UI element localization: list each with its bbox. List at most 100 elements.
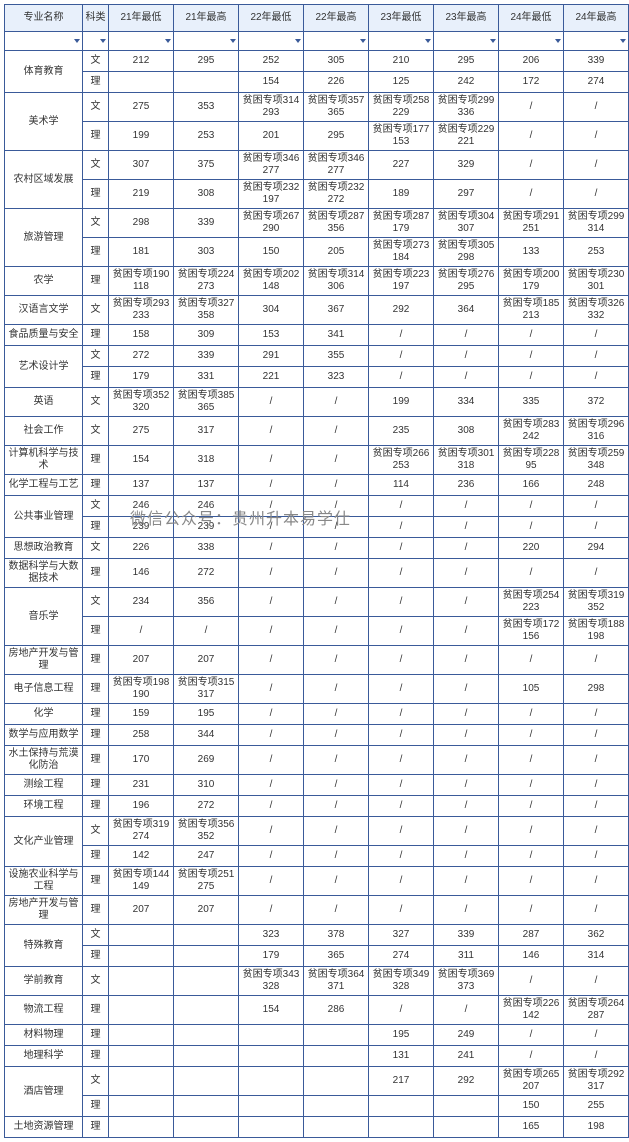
cell-value xyxy=(109,967,174,996)
cell-value: / xyxy=(369,704,434,725)
cell-value: 贫困专项349328 xyxy=(369,967,434,996)
cell-value: / xyxy=(564,496,629,517)
cell-major: 体育教育 xyxy=(5,51,83,93)
cell-value xyxy=(434,1117,499,1138)
cell-value: 贫困专项287356 xyxy=(304,209,369,238)
cell-value: 170 xyxy=(109,746,174,775)
filter-cell[interactable] xyxy=(239,32,304,51)
cell-value: 246 xyxy=(174,496,239,517)
cell-value: 154 xyxy=(109,446,174,475)
cell-value: 253 xyxy=(564,238,629,267)
cell-value: 272 xyxy=(109,346,174,367)
cell-major: 数据科学与大数据技术 xyxy=(5,559,83,588)
cell-value: / xyxy=(239,896,304,925)
cell-value: / xyxy=(239,559,304,588)
table-row: 测绘工程理231310////// xyxy=(5,775,629,796)
table-row: 汉语言文学文贫困专项293233贫困专项327358304367292364贫困… xyxy=(5,296,629,325)
chevron-down-icon xyxy=(555,39,561,43)
chevron-down-icon xyxy=(360,39,366,43)
filter-cell[interactable] xyxy=(174,32,239,51)
cell-value: / xyxy=(304,475,369,496)
cell-value: 212 xyxy=(109,51,174,72)
cell-value: / xyxy=(564,122,629,151)
cell-value: / xyxy=(369,517,434,538)
filter-cell[interactable] xyxy=(109,32,174,51)
cell-value: / xyxy=(499,122,564,151)
cell-value: 242 xyxy=(434,72,499,93)
cell-value: 207 xyxy=(109,646,174,675)
table-row: 学前教育文贫困专项343328贫困专项364371贫困专项349328贫困专项3… xyxy=(5,967,629,996)
cell-value: / xyxy=(564,967,629,996)
cell-value: 贫困专项287179 xyxy=(369,209,434,238)
cell-value: / xyxy=(499,496,564,517)
cell-value: / xyxy=(304,559,369,588)
cell-value: / xyxy=(369,896,434,925)
cell-kelei: 理 xyxy=(83,946,109,967)
chevron-down-icon xyxy=(100,39,106,43)
cell-value: / xyxy=(499,846,564,867)
cell-major: 美术学 xyxy=(5,93,83,151)
cell-value: / xyxy=(564,704,629,725)
cell-value xyxy=(174,1046,239,1067)
filter-cell[interactable] xyxy=(564,32,629,51)
cell-value: / xyxy=(369,367,434,388)
table-row: 英语文贫困专项352320贫困专项385365//199334335372 xyxy=(5,388,629,417)
filter-cell[interactable] xyxy=(434,32,499,51)
cell-value: 298 xyxy=(564,675,629,704)
cell-value: 贫困专项346277 xyxy=(304,151,369,180)
col-header: 23年最低 xyxy=(369,5,434,32)
cell-value: 贫困专项299336 xyxy=(434,93,499,122)
cell-value: / xyxy=(499,817,564,846)
cell-major: 环境工程 xyxy=(5,796,83,817)
table-row: 美术学文275353贫困专项314293贫困专项357365贫困专项258229… xyxy=(5,93,629,122)
table-row: 化学工程与工艺理137137//114236166248 xyxy=(5,475,629,496)
cell-major: 材料物理 xyxy=(5,1025,83,1046)
cell-kelei: 文 xyxy=(83,151,109,180)
cell-kelei: 文 xyxy=(83,925,109,946)
cell-value: / xyxy=(239,704,304,725)
filter-cell[interactable] xyxy=(499,32,564,51)
cell-value xyxy=(109,72,174,93)
filter-cell[interactable] xyxy=(5,32,83,51)
cell-value: / xyxy=(434,617,499,646)
cell-value: / xyxy=(239,646,304,675)
cell-value: / xyxy=(564,367,629,388)
filter-cell[interactable] xyxy=(83,32,109,51)
table-row: 食品质量与安全理158309153341//// xyxy=(5,325,629,346)
table-row: 农学理贫困专项190118贫困专项224273贫困专项202148贫困专项314… xyxy=(5,267,629,296)
cell-value: / xyxy=(434,325,499,346)
cell-value: / xyxy=(304,446,369,475)
cell-value: 贫困专项305298 xyxy=(434,238,499,267)
cell-value: 贫困专项198190 xyxy=(109,675,174,704)
cell-value: / xyxy=(239,725,304,746)
cell-value: / xyxy=(304,675,369,704)
filter-cell[interactable] xyxy=(304,32,369,51)
cell-value xyxy=(304,1025,369,1046)
cell-value: 317 xyxy=(174,417,239,446)
cell-value: / xyxy=(434,496,499,517)
cell-value: / xyxy=(564,325,629,346)
cell-value: / xyxy=(369,817,434,846)
cell-value: 贫困专项226142 xyxy=(499,996,564,1025)
table-row: 数学与应用数学理258344////// xyxy=(5,725,629,746)
cell-value: / xyxy=(499,746,564,775)
cell-value: 253 xyxy=(174,122,239,151)
cell-value: / xyxy=(564,180,629,209)
cell-value: / xyxy=(499,325,564,346)
cell-value: / xyxy=(304,896,369,925)
cell-value: / xyxy=(304,517,369,538)
cell-value: 339 xyxy=(174,346,239,367)
cell-value: / xyxy=(434,559,499,588)
cell-value: 贫困专项258229 xyxy=(369,93,434,122)
cell-major: 房地产开发与管理 xyxy=(5,896,83,925)
cell-value: 贫困专项232197 xyxy=(239,180,304,209)
cell-value: 309 xyxy=(174,325,239,346)
cell-value: / xyxy=(564,1025,629,1046)
table-row: 土地资源管理理165198 xyxy=(5,1117,629,1138)
cell-value: 贫困专项283242 xyxy=(499,417,564,446)
cell-value xyxy=(434,1096,499,1117)
cell-value xyxy=(109,1046,174,1067)
cell-major: 思想政治教育 xyxy=(5,538,83,559)
cell-kelei: 文 xyxy=(83,1067,109,1096)
filter-cell[interactable] xyxy=(369,32,434,51)
